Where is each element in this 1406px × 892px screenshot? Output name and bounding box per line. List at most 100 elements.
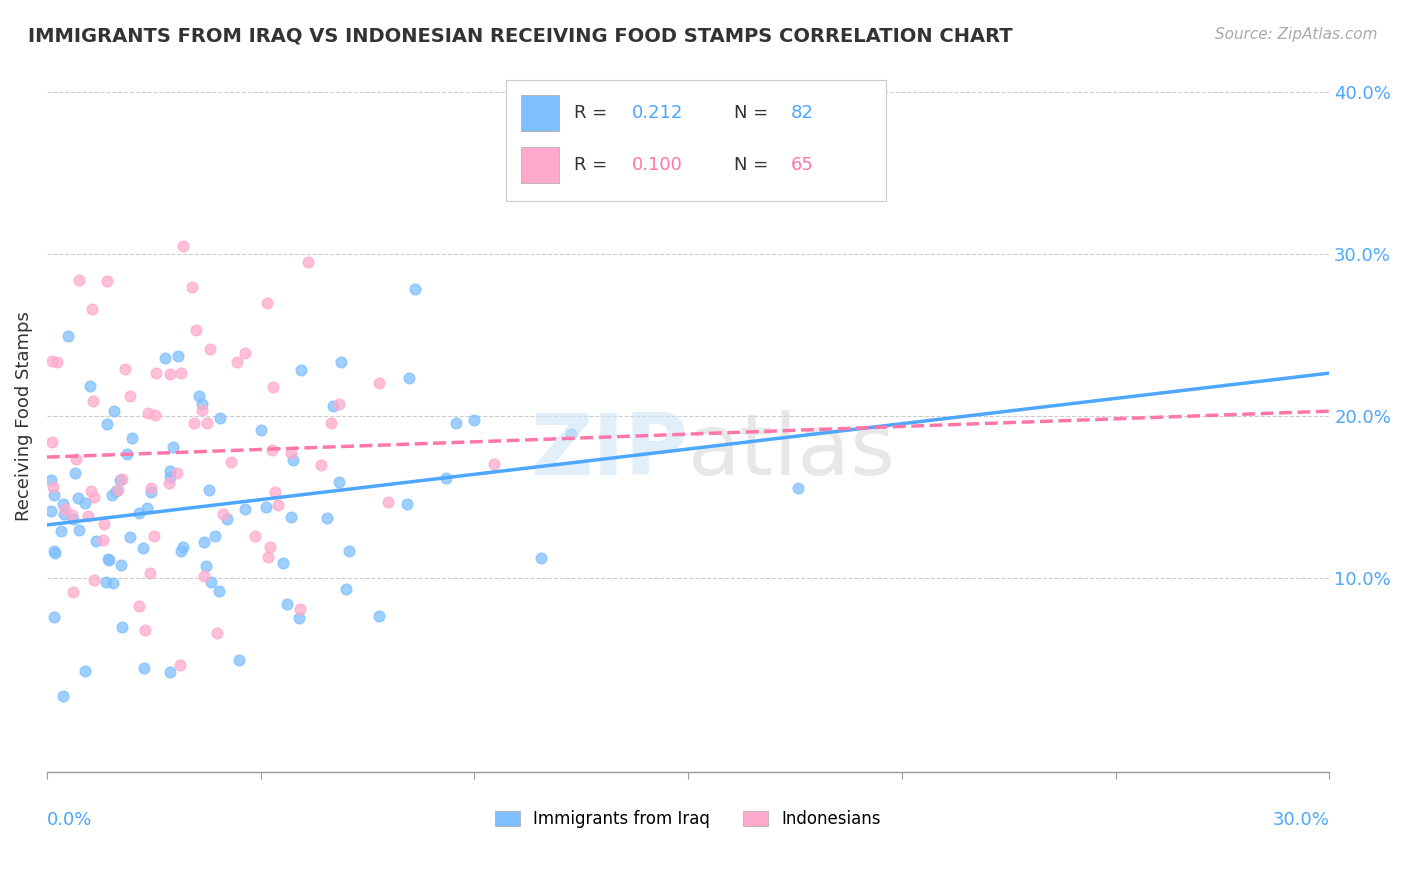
- Point: [134, 623, 156, 637]
- Text: 65: 65: [790, 155, 814, 174]
- Text: atlas: atlas: [688, 410, 896, 493]
- Point: [83, 574, 105, 588]
- Point: [335, 582, 357, 597]
- Point: [114, 361, 136, 376]
- Point: [264, 484, 287, 499]
- Point: [139, 481, 162, 495]
- Point: [256, 295, 278, 310]
- Point: [143, 408, 166, 422]
- Point: [134, 661, 156, 675]
- Point: [368, 609, 391, 624]
- Text: 0.100: 0.100: [631, 155, 682, 174]
- Point: [368, 376, 391, 391]
- Point: [225, 355, 247, 369]
- Point: [337, 543, 360, 558]
- Point: [395, 497, 418, 511]
- Text: 82: 82: [790, 103, 814, 122]
- Point: [62, 585, 84, 599]
- Point: [191, 397, 214, 411]
- Point: [96, 274, 118, 288]
- Point: [135, 500, 157, 515]
- Point: [44, 488, 66, 502]
- Point: [191, 402, 214, 417]
- Point: [170, 366, 193, 380]
- Point: [107, 483, 129, 497]
- Point: [157, 475, 180, 490]
- Point: [169, 658, 191, 673]
- Point: [63, 466, 86, 480]
- Point: [42, 544, 65, 558]
- Point: [444, 416, 467, 430]
- Point: [266, 498, 288, 512]
- Point: [41, 435, 63, 450]
- Point: [205, 626, 228, 640]
- Point: [484, 458, 506, 472]
- Point: [159, 464, 181, 478]
- Point: [39, 504, 62, 518]
- Point: [46, 355, 69, 369]
- Point: [186, 323, 208, 337]
- Point: [118, 389, 141, 403]
- Point: [290, 363, 312, 377]
- Point: [103, 404, 125, 418]
- Point: [280, 509, 302, 524]
- Point: [111, 620, 134, 634]
- Point: [319, 416, 342, 430]
- Y-axis label: Receiving Food Stamps: Receiving Food Stamps: [15, 311, 32, 521]
- Point: [322, 400, 344, 414]
- FancyBboxPatch shape: [522, 95, 560, 131]
- Point: [166, 466, 188, 480]
- FancyBboxPatch shape: [522, 146, 560, 183]
- Point: [98, 552, 121, 566]
- Text: N =: N =: [734, 103, 773, 122]
- Point: [166, 349, 188, 363]
- Text: N =: N =: [734, 155, 773, 174]
- Point: [194, 558, 217, 573]
- Point: [128, 599, 150, 614]
- Point: [111, 472, 134, 486]
- Point: [183, 417, 205, 431]
- Point: [172, 238, 194, 252]
- Point: [283, 453, 305, 467]
- Point: [41, 480, 63, 494]
- Point: [159, 470, 181, 484]
- Point: [212, 508, 235, 522]
- Text: Source: ZipAtlas.com: Source: ZipAtlas.com: [1215, 27, 1378, 42]
- Point: [86, 533, 108, 548]
- Point: [118, 530, 141, 544]
- Point: [52, 689, 75, 703]
- Point: [233, 346, 256, 360]
- Point: [128, 506, 150, 520]
- Point: [41, 354, 63, 368]
- Text: R =: R =: [575, 103, 613, 122]
- Point: [52, 497, 75, 511]
- Point: [73, 665, 96, 679]
- Text: 0.212: 0.212: [631, 103, 683, 122]
- Point: [328, 396, 350, 410]
- Legend: Immigrants from Iraq, Indonesians: Immigrants from Iraq, Indonesians: [488, 804, 889, 835]
- Point: [193, 569, 215, 583]
- Point: [104, 483, 127, 498]
- Point: [83, 490, 105, 504]
- Point: [142, 529, 165, 543]
- Point: [260, 442, 283, 457]
- Point: [159, 665, 181, 679]
- Point: [309, 458, 332, 472]
- Point: [377, 494, 399, 508]
- Point: [243, 529, 266, 543]
- Point: [162, 440, 184, 454]
- Point: [39, 473, 62, 487]
- Point: [215, 511, 238, 525]
- Point: [197, 417, 219, 431]
- Point: [121, 431, 143, 445]
- Point: [110, 558, 132, 573]
- Point: [434, 471, 457, 485]
- Point: [786, 481, 808, 495]
- Point: [42, 610, 65, 624]
- Point: [262, 380, 284, 394]
- Point: [259, 540, 281, 554]
- Point: [101, 576, 124, 591]
- Point: [62, 512, 84, 526]
- Point: [55, 502, 77, 516]
- Point: [328, 475, 350, 490]
